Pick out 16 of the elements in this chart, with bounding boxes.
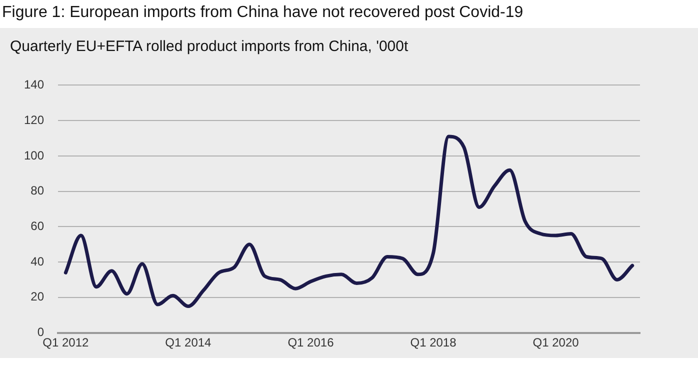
y-tick-label: 80 — [30, 184, 44, 198]
y-tick-label: 140 — [24, 78, 44, 92]
y-tick-label: 100 — [24, 148, 44, 162]
y-tick-label: 40 — [30, 254, 44, 268]
x-tick-label: Q1 2012 — [42, 335, 90, 350]
y-tick-label: 0 — [37, 325, 44, 340]
y-tick-label: 120 — [24, 112, 44, 127]
x-tick-label: Q1 2016 — [288, 335, 334, 350]
y-tick-label: 60 — [30, 219, 44, 233]
chart-subtitle: Quarterly EU+EFTA rolled product imports from China, '000t — [10, 38, 408, 55]
y-tick-label: 20 — [30, 290, 44, 304]
x-tick-label: Q1 2018 — [410, 335, 457, 350]
x-tick-label: Q1 2020 — [532, 335, 580, 350]
x-tick-label: Q1 2014 — [165, 335, 212, 350]
line-series — [64, 134, 634, 308]
chart-title: Figure 1: European imports from China have not recovered post Covid-19 — [2, 4, 524, 22]
